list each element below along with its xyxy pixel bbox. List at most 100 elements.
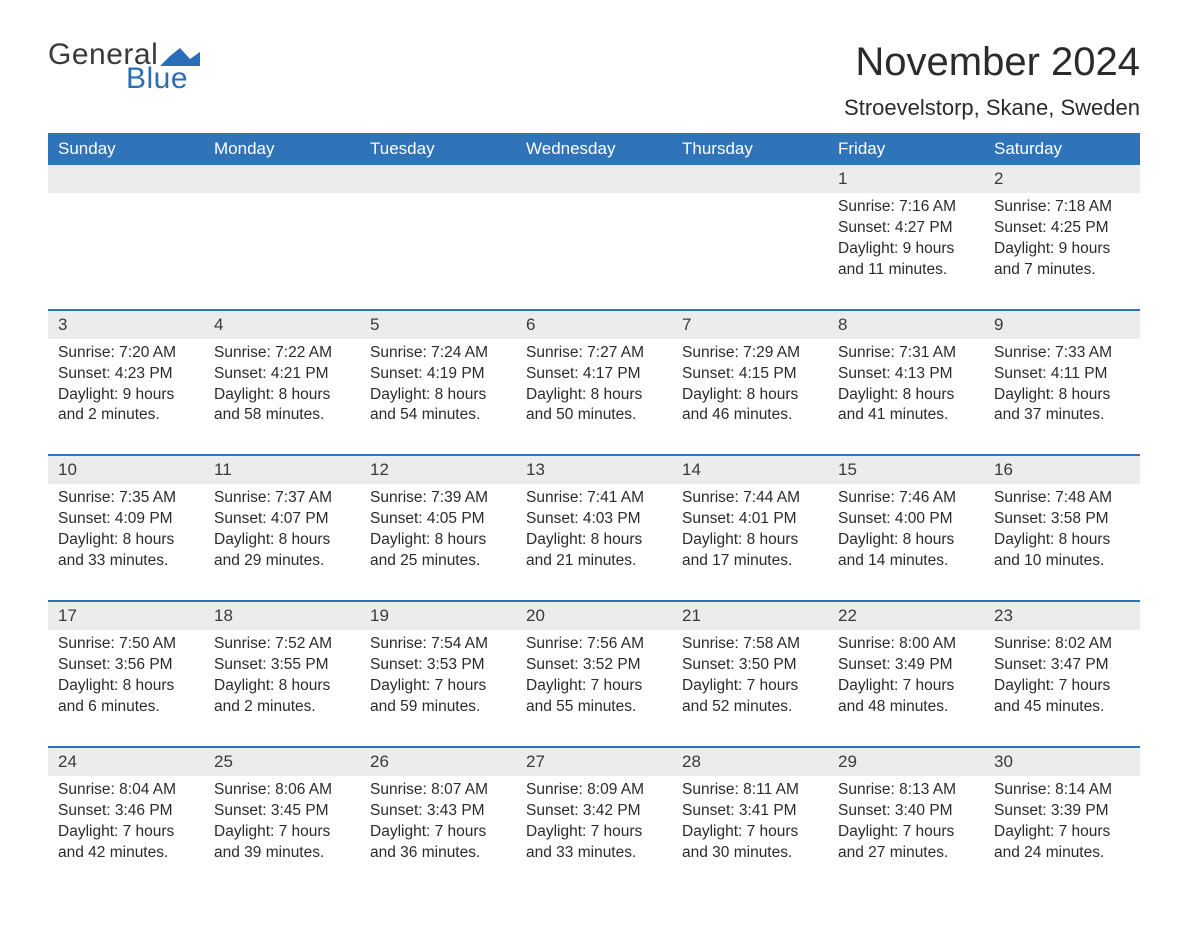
day-header: Sunday (48, 133, 204, 165)
day2-text: and 21 minutes. (526, 551, 662, 572)
sunset-text: Sunset: 3:41 PM (682, 801, 818, 822)
day-content-cell (516, 193, 672, 310)
day1-text: Daylight: 7 hours (370, 676, 506, 697)
sunset-text: Sunset: 3:46 PM (58, 801, 194, 822)
page-header: General Blue November 2024 Stroevelstorp… (48, 40, 1140, 121)
day2-text: and 14 minutes. (838, 551, 974, 572)
day1-text: Daylight: 7 hours (838, 822, 974, 843)
day-number-cell: 17 (48, 602, 204, 630)
day-content-cell: Sunrise: 8:06 AMSunset: 3:45 PMDaylight:… (204, 776, 360, 892)
day-content-cell: Sunrise: 8:14 AMSunset: 3:39 PMDaylight:… (984, 776, 1140, 892)
day-content-cell: Sunrise: 8:09 AMSunset: 3:42 PMDaylight:… (516, 776, 672, 892)
sunset-text: Sunset: 3:45 PM (214, 801, 350, 822)
day1-text: Daylight: 8 hours (838, 385, 974, 406)
day-content-cell: Sunrise: 7:54 AMSunset: 3:53 PMDaylight:… (360, 630, 516, 747)
day-number-cell: 26 (360, 748, 516, 776)
sunrise-text: Sunrise: 7:29 AM (682, 343, 818, 364)
day2-text: and 41 minutes. (838, 405, 974, 426)
day2-text: and 59 minutes. (370, 697, 506, 718)
day-content-cell: Sunrise: 7:50 AMSunset: 3:56 PMDaylight:… (48, 630, 204, 747)
sunrise-text: Sunrise: 7:39 AM (370, 488, 506, 509)
day-content-cell: Sunrise: 7:41 AMSunset: 4:03 PMDaylight:… (516, 484, 672, 601)
sunrise-text: Sunrise: 7:50 AM (58, 634, 194, 655)
sunrise-text: Sunrise: 8:13 AM (838, 780, 974, 801)
day-content-cell: Sunrise: 8:04 AMSunset: 3:46 PMDaylight:… (48, 776, 204, 892)
sunrise-text: Sunrise: 8:02 AM (994, 634, 1130, 655)
day-number-cell: 28 (672, 748, 828, 776)
day-number-cell: 11 (204, 456, 360, 484)
sunset-text: Sunset: 3:49 PM (838, 655, 974, 676)
day1-text: Daylight: 8 hours (994, 530, 1130, 551)
day-number-cell: 27 (516, 748, 672, 776)
day-number-row: 17181920212223 (48, 602, 1140, 630)
sunset-text: Sunset: 4:19 PM (370, 364, 506, 385)
day-content-cell: Sunrise: 7:22 AMSunset: 4:21 PMDaylight:… (204, 339, 360, 456)
day2-text: and 2 minutes. (58, 405, 194, 426)
day1-text: Daylight: 8 hours (214, 676, 350, 697)
sunset-text: Sunset: 3:55 PM (214, 655, 350, 676)
day-content-cell: Sunrise: 7:27 AMSunset: 4:17 PMDaylight:… (516, 339, 672, 456)
sunset-text: Sunset: 4:27 PM (838, 218, 974, 239)
day1-text: Daylight: 9 hours (58, 385, 194, 406)
sunset-text: Sunset: 4:23 PM (58, 364, 194, 385)
day2-text: and 55 minutes. (526, 697, 662, 718)
day-content-cell: Sunrise: 7:39 AMSunset: 4:05 PMDaylight:… (360, 484, 516, 601)
sunset-text: Sunset: 4:01 PM (682, 509, 818, 530)
sunrise-text: Sunrise: 8:09 AM (526, 780, 662, 801)
sunrise-text: Sunrise: 7:20 AM (58, 343, 194, 364)
sunrise-text: Sunrise: 7:27 AM (526, 343, 662, 364)
day-content-row: Sunrise: 7:50 AMSunset: 3:56 PMDaylight:… (48, 630, 1140, 747)
day-number-row: 10111213141516 (48, 456, 1140, 484)
day-content-row: Sunrise: 8:04 AMSunset: 3:46 PMDaylight:… (48, 776, 1140, 892)
day2-text: and 25 minutes. (370, 551, 506, 572)
sunrise-text: Sunrise: 7:37 AM (214, 488, 350, 509)
day2-text: and 39 minutes. (214, 843, 350, 864)
sunrise-text: Sunrise: 7:31 AM (838, 343, 974, 364)
day-number-cell: 5 (360, 311, 516, 339)
day-content-cell (672, 193, 828, 310)
day2-text: and 58 minutes. (214, 405, 350, 426)
day-header: Friday (828, 133, 984, 165)
day2-text: and 50 minutes. (526, 405, 662, 426)
day-number-cell: 7 (672, 311, 828, 339)
day-number-cell: 18 (204, 602, 360, 630)
sunrise-text: Sunrise: 7:16 AM (838, 197, 974, 218)
day2-text: and 17 minutes. (682, 551, 818, 572)
day-number-cell: 15 (828, 456, 984, 484)
day-content-cell: Sunrise: 7:37 AMSunset: 4:07 PMDaylight:… (204, 484, 360, 601)
day2-text: and 37 minutes. (994, 405, 1130, 426)
day1-text: Daylight: 8 hours (370, 530, 506, 551)
day-number-cell: 19 (360, 602, 516, 630)
sunset-text: Sunset: 4:11 PM (994, 364, 1130, 385)
day1-text: Daylight: 7 hours (526, 822, 662, 843)
day-header: Thursday (672, 133, 828, 165)
day1-text: Daylight: 7 hours (682, 676, 818, 697)
day2-text: and 48 minutes. (838, 697, 974, 718)
sunset-text: Sunset: 4:13 PM (838, 364, 974, 385)
day1-text: Daylight: 8 hours (526, 385, 662, 406)
day-number-cell: 23 (984, 602, 1140, 630)
day2-text: and 30 minutes. (682, 843, 818, 864)
sunset-text: Sunset: 3:53 PM (370, 655, 506, 676)
sunrise-text: Sunrise: 8:00 AM (838, 634, 974, 655)
sunset-text: Sunset: 3:50 PM (682, 655, 818, 676)
logo-text-blue: Blue (126, 64, 200, 94)
day-number-cell: 25 (204, 748, 360, 776)
day-content-row: Sunrise: 7:20 AMSunset: 4:23 PMDaylight:… (48, 339, 1140, 456)
day-number-cell: 3 (48, 311, 204, 339)
day-content-cell: Sunrise: 7:46 AMSunset: 4:00 PMDaylight:… (828, 484, 984, 601)
day-content-cell: Sunrise: 7:24 AMSunset: 4:19 PMDaylight:… (360, 339, 516, 456)
day-content-cell: Sunrise: 7:16 AMSunset: 4:27 PMDaylight:… (828, 193, 984, 310)
day2-text: and 6 minutes. (58, 697, 194, 718)
sunrise-text: Sunrise: 7:33 AM (994, 343, 1130, 364)
day2-text: and 36 minutes. (370, 843, 506, 864)
day1-text: Daylight: 9 hours (838, 239, 974, 260)
day1-text: Daylight: 8 hours (214, 530, 350, 551)
sunrise-text: Sunrise: 7:35 AM (58, 488, 194, 509)
day1-text: Daylight: 9 hours (994, 239, 1130, 260)
day1-text: Daylight: 8 hours (682, 530, 818, 551)
sunrise-text: Sunrise: 7:52 AM (214, 634, 350, 655)
day2-text: and 7 minutes. (994, 260, 1130, 281)
sunset-text: Sunset: 3:40 PM (838, 801, 974, 822)
day2-text: and 52 minutes. (682, 697, 818, 718)
